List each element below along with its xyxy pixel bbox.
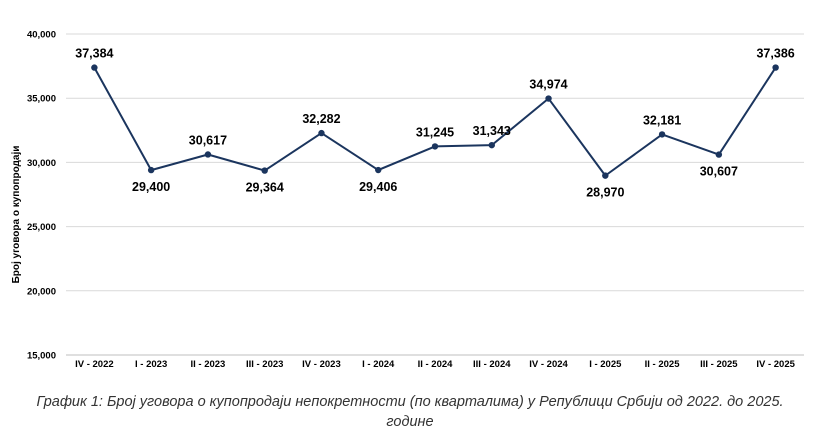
data-point (147, 166, 155, 174)
data-label: 30,617 (189, 133, 227, 147)
x-tick-label: II - 2024 (418, 359, 454, 370)
data-label: 30,607 (700, 165, 738, 179)
data-label: 32,181 (643, 113, 681, 127)
y-axis-label: Број уговора о купопродаји (11, 146, 22, 284)
data-point (375, 166, 382, 174)
x-tick-label: IV - 2022 (75, 359, 114, 370)
data-point (602, 172, 609, 179)
x-tick-label: III - 2024 (473, 359, 511, 370)
data-point (772, 64, 779, 71)
x-tick-label: IV - 2024 (529, 359, 568, 370)
data-label: 29,400 (132, 180, 170, 194)
x-tick-label: III - 2023 (246, 359, 284, 370)
x-tick-label: III - 2025 (700, 359, 738, 370)
data-label: 34,974 (529, 78, 567, 92)
x-tick-label: I - 2023 (135, 359, 167, 370)
data-label: 31,245 (416, 125, 454, 139)
data-label: 32,282 (302, 112, 340, 126)
data-label: 28,970 (586, 186, 624, 200)
data-label: 37,386 (756, 47, 794, 61)
data-point (204, 151, 212, 158)
y-tick-label: 20,000 (27, 286, 56, 297)
data-point (318, 129, 325, 137)
x-tick-label: IV - 2023 (302, 359, 341, 370)
x-tick-label: II - 2023 (190, 359, 225, 370)
data-label: 37,384 (75, 47, 113, 61)
y-tick-label: 30,000 (27, 158, 56, 169)
y-tick-label: 15,000 (27, 351, 56, 362)
x-tick-label: I - 2025 (589, 359, 622, 370)
x-tick-label: I - 2024 (362, 359, 395, 370)
data-label: 29,406 (359, 180, 397, 194)
x-tick-label: II - 2025 (645, 359, 681, 370)
y-tick-label: 40,000 (27, 30, 56, 41)
data-point (545, 95, 552, 102)
data-point (488, 141, 495, 149)
y-tick-label: 25,000 (27, 222, 56, 233)
line-chart: 15,000 20,000 25,000 30,000 35,000 40,000 IV … (11, 30, 804, 370)
data-label: 31,343 (473, 124, 511, 138)
y-tick-label: 35,000 (27, 94, 56, 105)
data-point (658, 131, 666, 138)
x-tick-label: IV - 2025 (756, 359, 795, 370)
data-label: 29,364 (246, 181, 284, 195)
data-point (431, 143, 439, 150)
data-point (91, 64, 98, 71)
data-point (715, 151, 723, 158)
chart-caption: График 1: Број уговора о купопродаји неп… (36, 394, 784, 430)
data-point (261, 167, 268, 174)
